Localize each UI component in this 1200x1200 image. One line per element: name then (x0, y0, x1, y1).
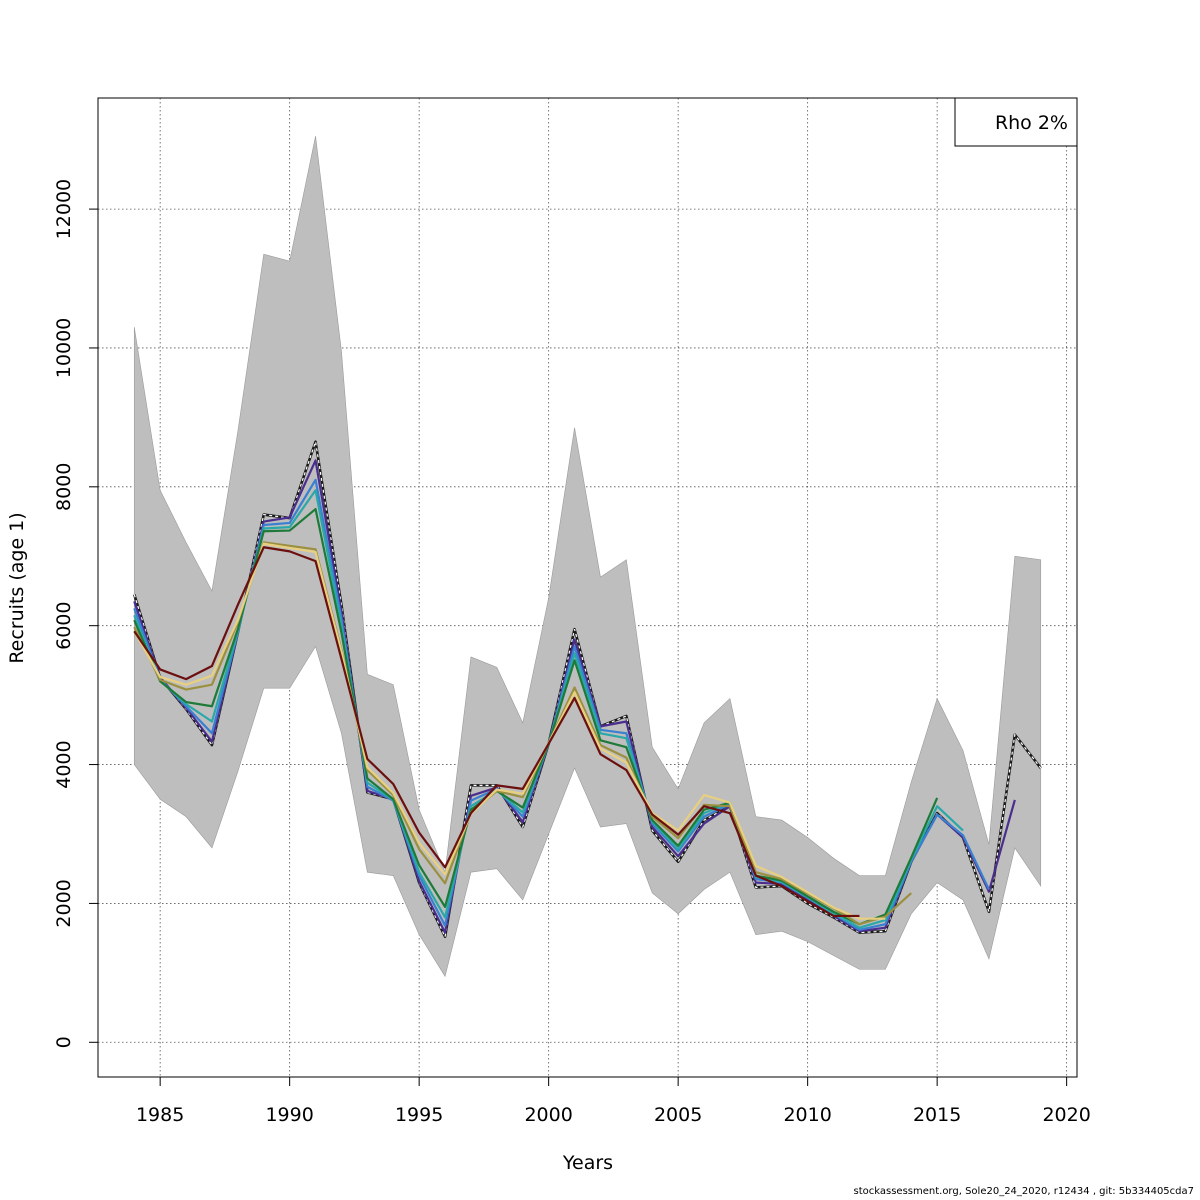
footer-credit: stockassessment.org, Sole20_24_2020, r12… (853, 1186, 1195, 1197)
x-tick-label: 2010 (783, 1104, 831, 1126)
series-line-7 (133, 546, 860, 918)
y-tick-label: 8000 (53, 463, 75, 511)
x-axis-label: Years (562, 1152, 613, 1174)
confidence-band-layer (133, 136, 1042, 978)
x-tick-label: 2005 (654, 1104, 702, 1126)
legend: Rho 2% (954, 97, 1078, 147)
x-tick-label: 2015 (913, 1104, 961, 1126)
y-tick-label: 10000 (53, 318, 75, 378)
y-tick-label: 4000 (53, 740, 75, 788)
series-line-4 (133, 507, 939, 926)
x-tick-label: 2020 (1042, 1104, 1090, 1126)
series-line-1 (133, 459, 1016, 934)
x-tick-label: 2000 (524, 1104, 572, 1126)
confidence-band (133, 136, 1042, 978)
y-tick-label: 6000 (53, 602, 75, 650)
y-axis-label: Recruits (age 1) (6, 512, 28, 663)
x-tick-label: 1985 (136, 1104, 184, 1126)
y-tick-label: 0 (53, 1036, 75, 1048)
x-tick-label: 1995 (395, 1104, 443, 1126)
legend-box (954, 97, 1078, 147)
series-lines (133, 440, 1042, 939)
y-axis: 0 2000 4000 6000 8000 10000 12000 (53, 179, 98, 1048)
y-tick-label: 12000 (53, 179, 75, 239)
y-tick-label: 2000 (53, 879, 75, 927)
series-line-5 (133, 541, 912, 926)
x-axis: 1985 1990 1995 2000 2005 2010 2015 2020 (136, 1077, 1091, 1126)
legend-label: Rho 2% (995, 112, 1068, 134)
x-tick-label: 1990 (265, 1104, 313, 1126)
plot-frame (97, 97, 1078, 1078)
